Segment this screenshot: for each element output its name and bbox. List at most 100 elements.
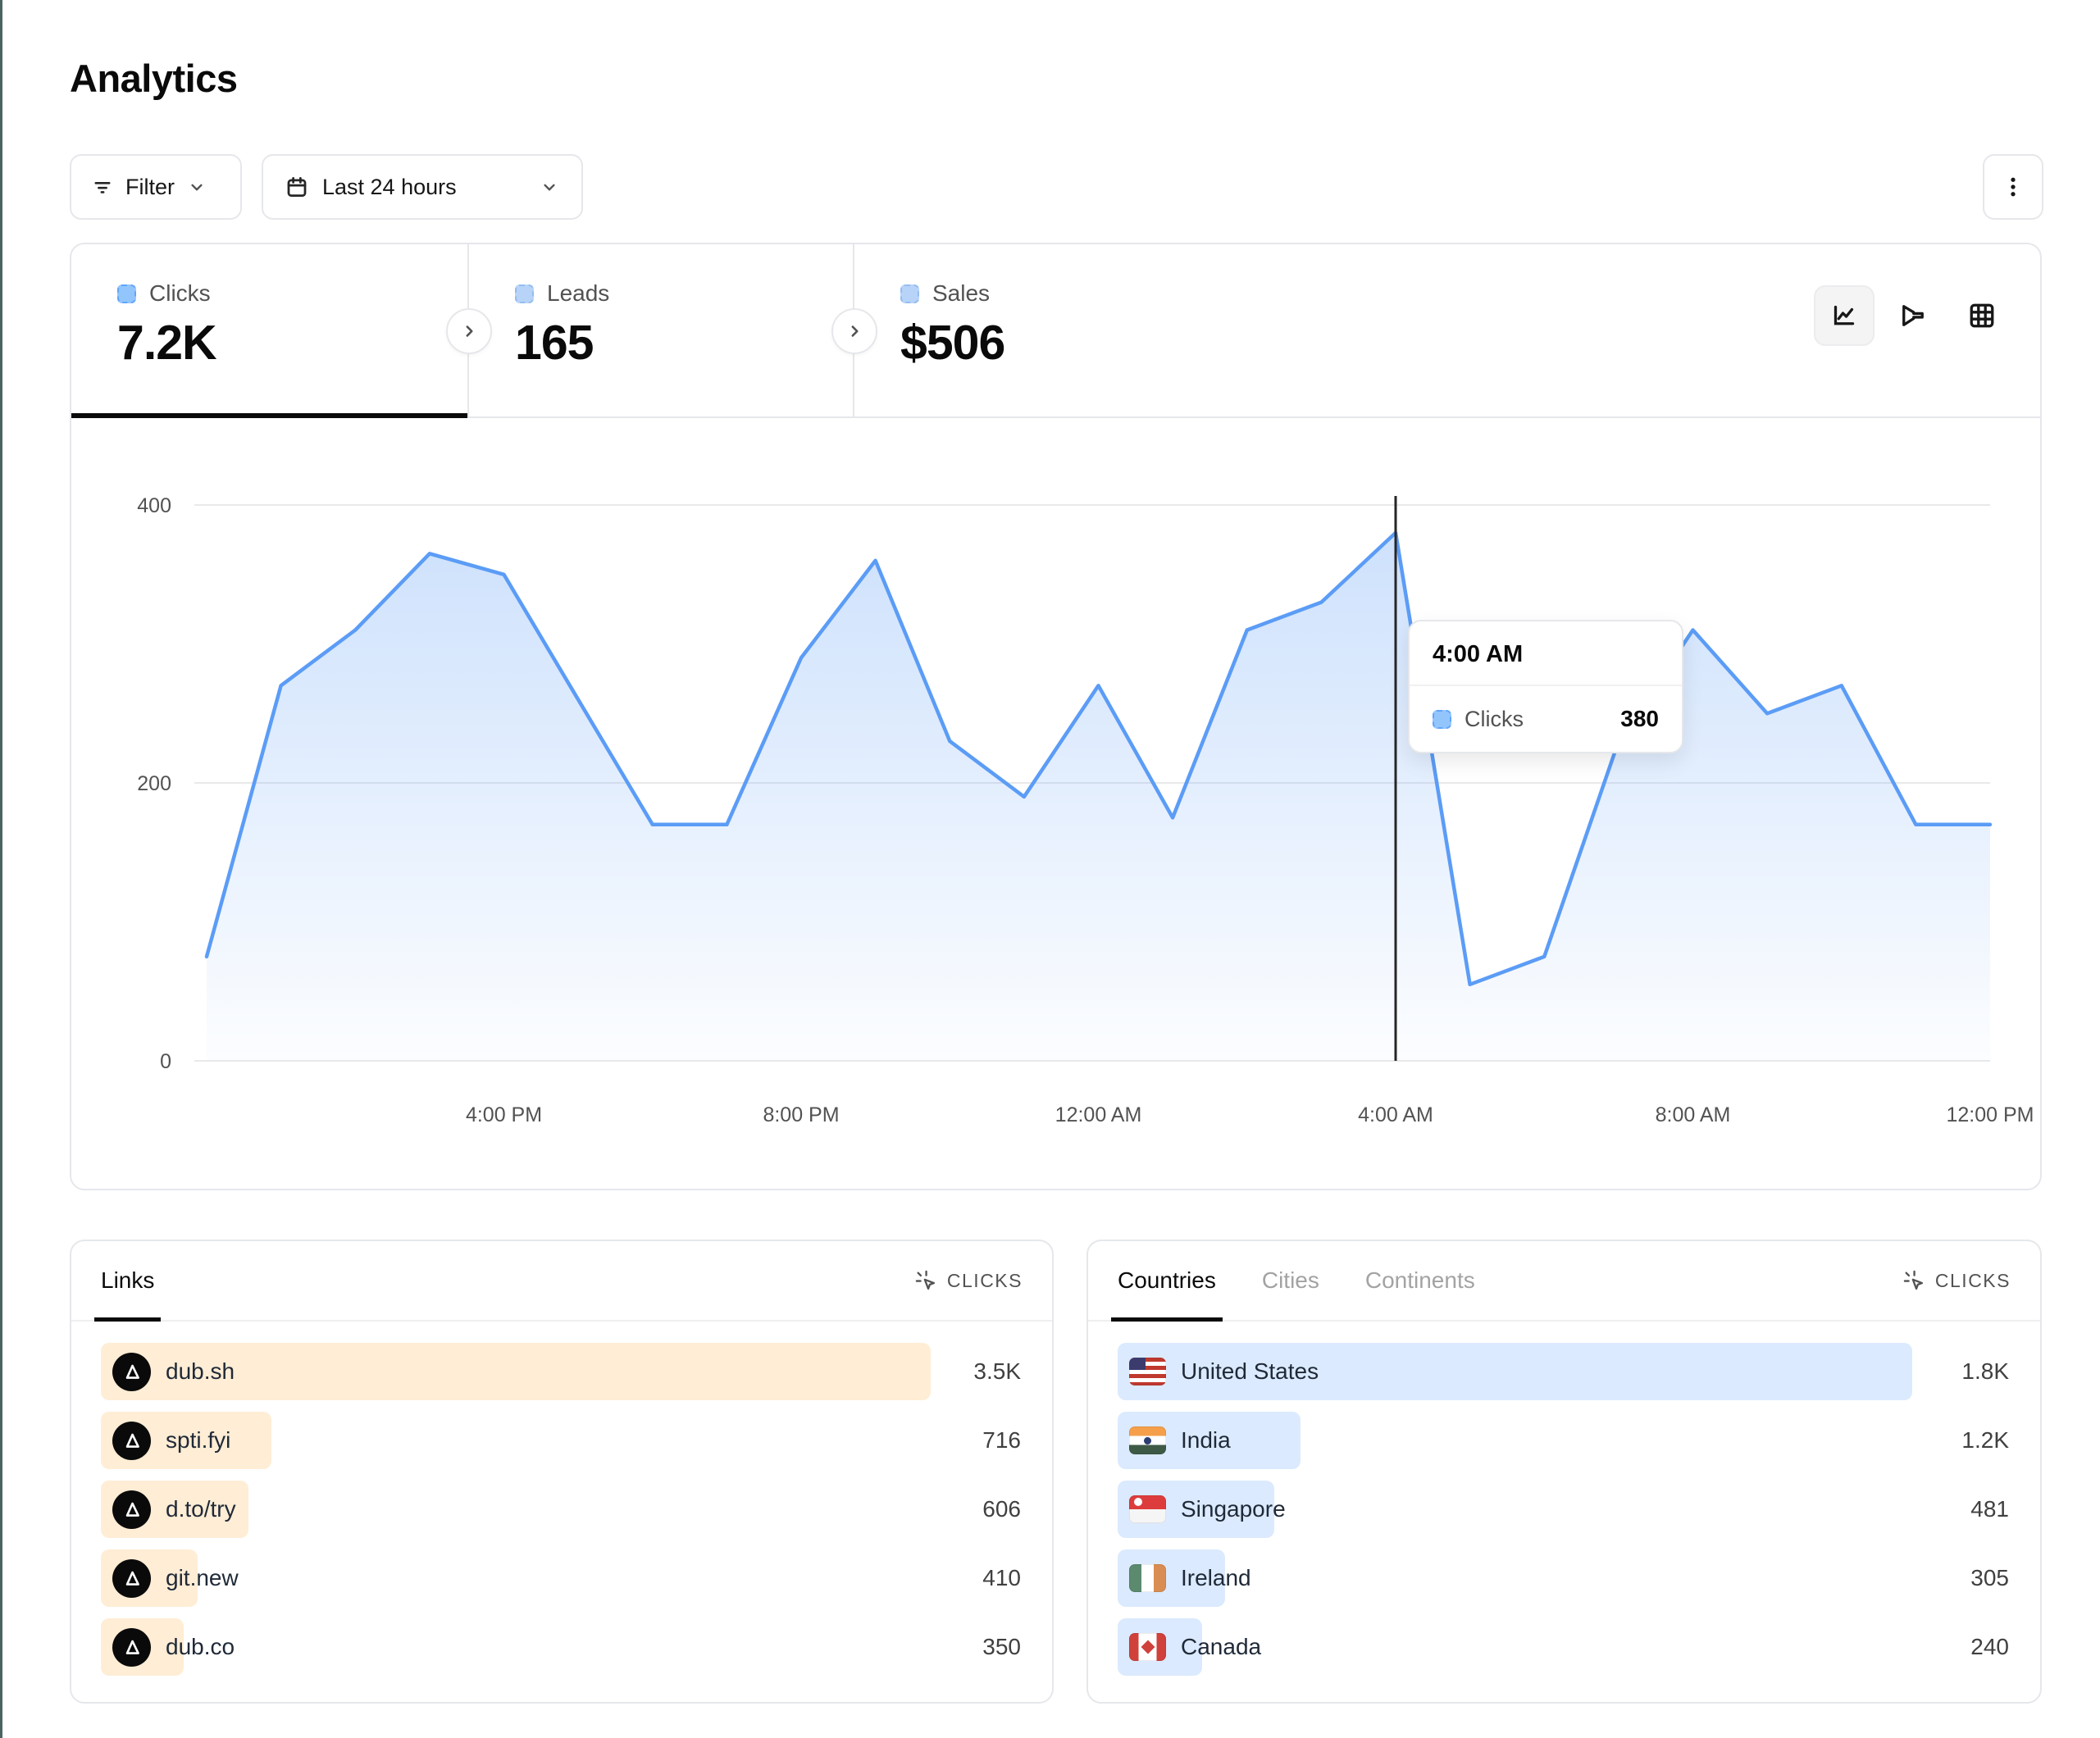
link-row[interactable]: dub.sh 3.5K — [101, 1343, 1023, 1400]
country-clicks-value: 305 — [1970, 1565, 2009, 1590]
date-range-button[interactable]: Last 24 hours — [262, 154, 583, 220]
line-chart-icon — [1834, 305, 1855, 325]
more-options-button[interactable] — [1983, 154, 2043, 220]
country-row[interactable]: Singapore 481 — [1118, 1481, 2011, 1538]
tab-continents[interactable]: Continents — [1364, 1267, 1475, 1293]
sales-value: $506 — [900, 316, 1005, 370]
leads-tab-label: Leads — [547, 280, 610, 306]
sales-swatch-icon — [900, 284, 919, 303]
page-title: Analytics — [70, 57, 238, 100]
clicks-tab-label: Clicks — [149, 280, 211, 306]
chart-type-switcher — [1814, 285, 2012, 346]
chevron-right-icon — [851, 325, 859, 337]
dub-logo-icon — [112, 1352, 151, 1391]
link-row[interactable]: d.to/try 606 — [101, 1481, 1023, 1538]
link-row[interactable]: dub.co 350 — [101, 1618, 1023, 1676]
sales-tab-label: Sales — [932, 280, 991, 306]
tab-cities[interactable]: Cities — [1261, 1267, 1319, 1293]
links-metric-label: CLICKS — [946, 1269, 1023, 1291]
funnel-view-button[interactable] — [1883, 285, 1943, 346]
link-clicks-value: 350 — [982, 1634, 1021, 1659]
links-panel: Links CLICKS dub.sh 3.5K spti.fyi 716 — [70, 1240, 1054, 1704]
grid-table-icon — [1970, 303, 1994, 328]
country-row[interactable]: Ireland 305 — [1118, 1549, 2011, 1607]
tooltip-series-label: Clicks — [1465, 706, 1524, 731]
country-label: Ireland — [1181, 1565, 1251, 1590]
clicks-value: 7.2K — [117, 316, 217, 370]
clicks-chart-area[interactable]: 0 200 400 4:00 PM 8:00 PM 12:00 AM 4:00 AM 8:00… — [71, 418, 2040, 1192]
tab-links[interactable]: Links — [93, 1241, 162, 1322]
leads-value: 165 — [515, 316, 594, 370]
country-label: India — [1181, 1427, 1231, 1453]
tab-leads[interactable]: Leads 165 — [469, 244, 854, 416]
country-row[interactable]: United States 1.8K — [1118, 1343, 2011, 1400]
analytics-card: Clicks 7.2K Leads 165 Sales $506 — [70, 243, 2042, 1190]
countries-metric-header[interactable]: CLICKS — [1902, 1269, 2011, 1292]
cursor-click-icon — [1903, 1270, 1923, 1290]
filter-button[interactable]: Filter — [70, 154, 242, 220]
country-row[interactable]: Canada 240 — [1118, 1618, 2011, 1676]
flag-ie-icon — [1129, 1564, 1166, 1592]
link-row[interactable]: git.new 410 — [101, 1549, 1023, 1607]
leads-swatch-icon — [515, 284, 534, 303]
tab-sales[interactable]: Sales $506 — [854, 244, 1264, 416]
svg-text:8:00 PM: 8:00 PM — [763, 1103, 839, 1126]
country-clicks-value: 1.2K — [1961, 1427, 2009, 1453]
link-clicks-value: 716 — [982, 1427, 1021, 1453]
links-list: dub.sh 3.5K spti.fyi 716 d.to/try 606 — [71, 1322, 1052, 1676]
link-clicks-value: 3.5K — [973, 1358, 1021, 1384]
chevron-right-icon — [466, 325, 473, 337]
links-metric-header[interactable]: CLICKS — [914, 1269, 1023, 1292]
chevron-down-icon — [186, 176, 207, 198]
flag-us-icon — [1129, 1358, 1166, 1385]
tooltip-clicks-swatch-icon — [1433, 709, 1451, 729]
dub-logo-icon — [112, 1558, 151, 1598]
country-row[interactable]: India 1.2K — [1118, 1412, 2011, 1469]
svg-text:8:00 AM: 8:00 AM — [1656, 1103, 1731, 1126]
funnel-icon — [1902, 305, 1924, 326]
tab-clicks[interactable]: Clicks 7.2K — [71, 244, 469, 418]
dub-logo-icon — [112, 1490, 151, 1529]
link-clicks-value: 410 — [982, 1565, 1021, 1590]
stats-row: Clicks 7.2K Leads 165 Sales $506 — [71, 244, 2040, 418]
link-label: dub.co — [166, 1634, 235, 1659]
link-label: d.to/try — [166, 1496, 236, 1522]
link-bar — [101, 1343, 931, 1400]
date-range-label: Last 24 hours — [322, 174, 457, 199]
flag-ca-icon — [1129, 1633, 1166, 1661]
expand-leads-button[interactable] — [831, 308, 877, 354]
flag-sg-icon — [1129, 1495, 1166, 1523]
chart-tooltip: 4:00 AM Clicks 380 — [1408, 620, 1683, 753]
countries-list: United States 1.8K India 1.2K Singapore … — [1088, 1322, 2040, 1676]
clicks-area-chart[interactable]: 0 200 400 4:00 PM 8:00 PM 12:00 AM 4:00 AM 8:00… — [71, 418, 2040, 1192]
link-label: git.new — [166, 1565, 239, 1590]
table-view-button[interactable] — [1952, 285, 2012, 346]
country-clicks-value: 481 — [1970, 1496, 2009, 1522]
countries-metric-label: CLICKS — [1934, 1269, 2011, 1291]
kebab-menu-icon — [2001, 175, 2025, 199]
line-chart-view-button[interactable] — [1814, 285, 1875, 346]
svg-text:12:00 PM: 12:00 PM — [1946, 1103, 2034, 1126]
tab-countries[interactable]: Countries — [1111, 1241, 1223, 1322]
cursor-click-icon — [915, 1270, 935, 1290]
chevron-down-icon — [539, 176, 560, 198]
svg-text:200: 200 — [137, 772, 171, 795]
country-label: United States — [1181, 1358, 1319, 1384]
filter-button-label: Filter — [125, 174, 175, 199]
calendar-icon — [285, 175, 309, 199]
country-clicks-value: 240 — [1970, 1634, 2009, 1659]
svg-text:4:00 AM: 4:00 AM — [1358, 1103, 1433, 1126]
expand-clicks-button[interactable] — [446, 308, 492, 354]
country-bar — [1118, 1343, 1913, 1400]
dub-logo-icon — [112, 1627, 151, 1667]
tooltip-time: 4:00 AM — [1410, 621, 1682, 686]
dub-logo-icon — [112, 1421, 151, 1460]
country-label: Canada — [1181, 1634, 1262, 1659]
svg-text:4:00 PM: 4:00 PM — [466, 1103, 542, 1126]
link-row[interactable]: spti.fyi 716 — [101, 1412, 1023, 1469]
country-clicks-value: 1.8K — [1961, 1358, 2009, 1384]
flag-in-icon — [1129, 1426, 1166, 1454]
filter-lines-icon — [91, 175, 114, 198]
svg-text:12:00 AM: 12:00 AM — [1055, 1103, 1142, 1126]
